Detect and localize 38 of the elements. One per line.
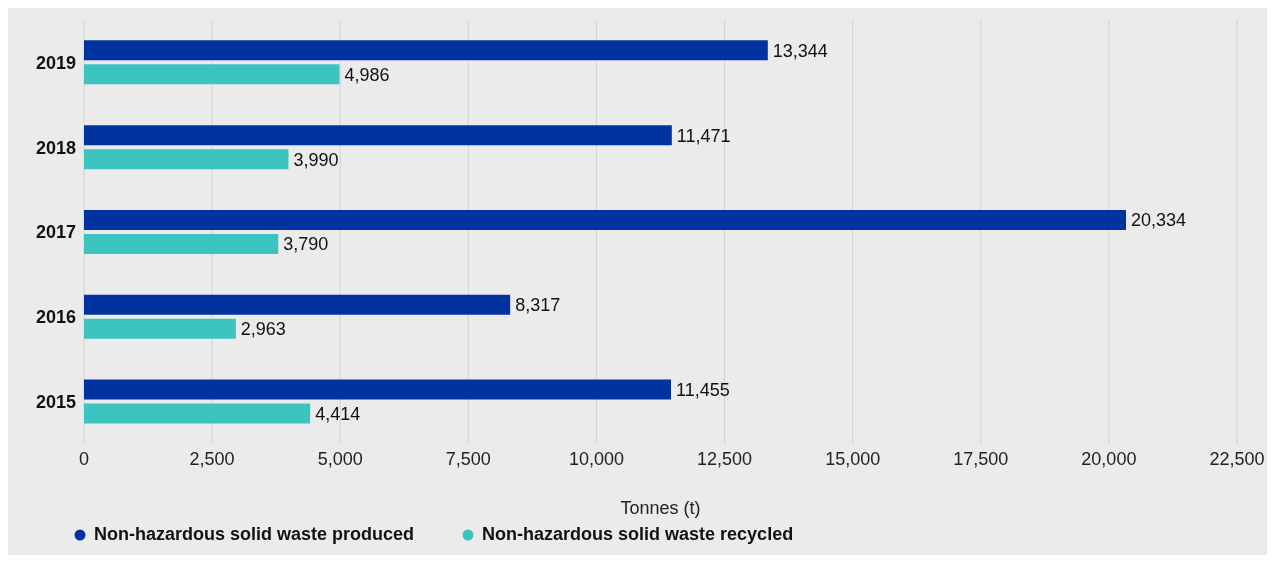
data-label: 8,317 bbox=[515, 295, 561, 316]
data-label: 3,790 bbox=[283, 234, 329, 255]
bar bbox=[84, 233, 279, 254]
bar bbox=[84, 379, 672, 400]
data-label: 11,471 bbox=[676, 125, 731, 146]
bar bbox=[84, 64, 340, 85]
bar bbox=[84, 149, 289, 170]
x-tick-label: 2,500 bbox=[189, 448, 235, 469]
data-label: 13,344 bbox=[772, 40, 828, 61]
x-tick-label: 22,500 bbox=[1209, 448, 1265, 469]
data-label: 4,414 bbox=[315, 403, 361, 424]
bar bbox=[84, 125, 672, 146]
data-label: 2,963 bbox=[240, 319, 286, 340]
x-tick-label: 17,500 bbox=[953, 448, 1009, 469]
x-tick-label: 10,000 bbox=[568, 448, 624, 469]
y-tick-label: 2018 bbox=[35, 137, 76, 158]
x-tick-label: 0 bbox=[78, 448, 90, 469]
bar bbox=[84, 294, 511, 315]
x-tick-label: 5,000 bbox=[317, 448, 363, 469]
y-tick-label: 2017 bbox=[35, 222, 76, 243]
bar bbox=[84, 318, 236, 339]
legend-label: Non-hazardous solid waste produced bbox=[93, 524, 415, 545]
x-tick-label: 12,500 bbox=[697, 448, 753, 469]
x-axis-title: Tonnes (t) bbox=[620, 498, 701, 518]
data-label: 3,990 bbox=[293, 149, 339, 170]
bar bbox=[84, 209, 1126, 230]
x-tick-label: 15,000 bbox=[825, 448, 881, 469]
data-label: 11,455 bbox=[676, 379, 730, 400]
data-label: 20,334 bbox=[1131, 210, 1187, 231]
legend-label: Non-hazardous solid waste recycled bbox=[481, 524, 794, 545]
x-tick-label: 7,500 bbox=[445, 448, 491, 469]
bar bbox=[84, 403, 311, 424]
data-label: 4,986 bbox=[344, 64, 390, 85]
y-tick-label: 2015 bbox=[35, 391, 76, 412]
bar bbox=[84, 40, 768, 61]
x-tick-label: 20,000 bbox=[1081, 448, 1137, 469]
y-tick-label: 2019 bbox=[35, 52, 76, 73]
y-tick-label: 2016 bbox=[35, 307, 76, 328]
